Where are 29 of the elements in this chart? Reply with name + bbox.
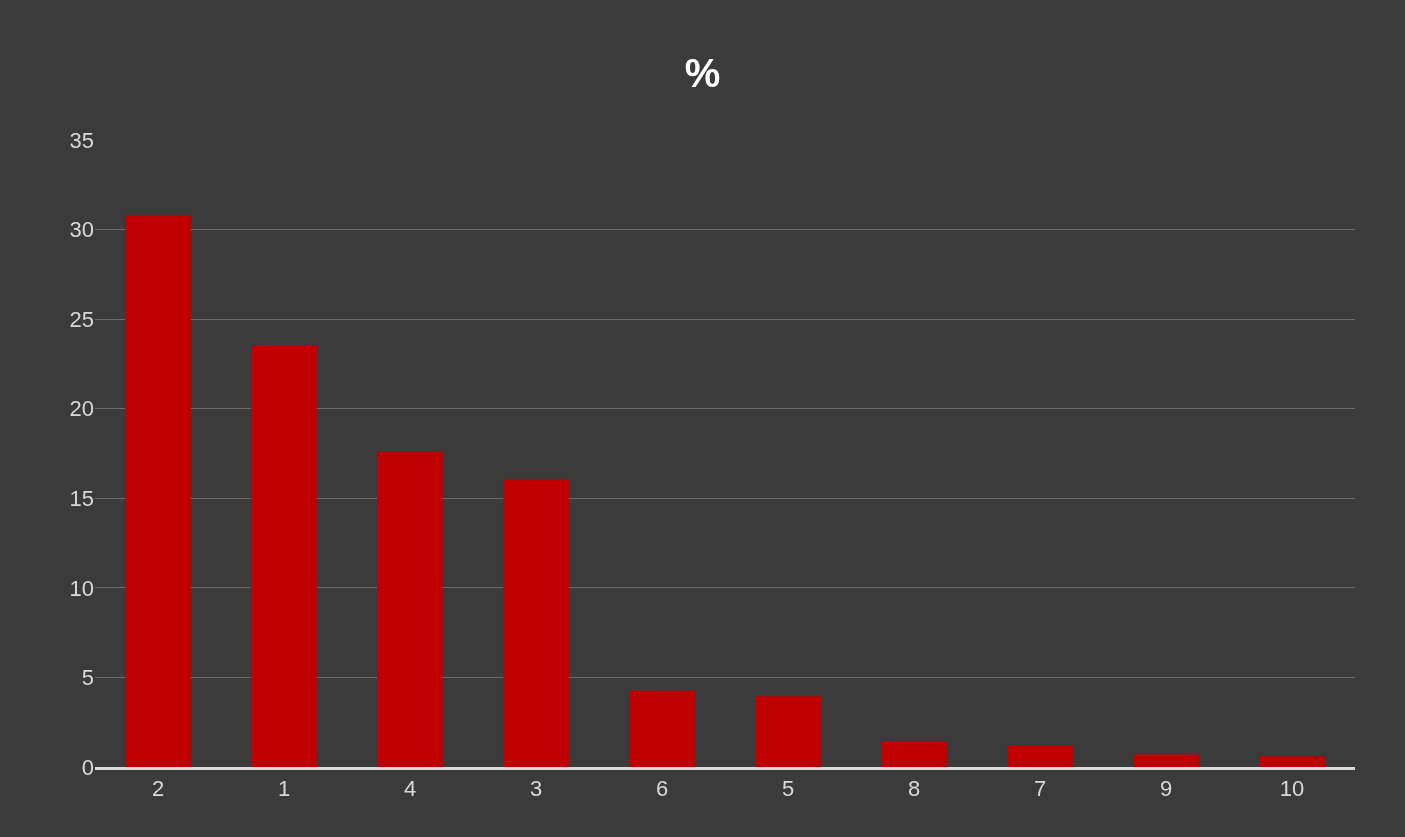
y-tick-label: 5 (81, 665, 94, 691)
y-tick-label: 0 (81, 754, 94, 780)
x-tick-label: 10 (1279, 776, 1305, 802)
x-tick-label: 2 (151, 776, 165, 802)
x-tick-label: 1 (277, 776, 291, 802)
x-tick-label: 7 (1033, 776, 1047, 802)
y-tick-label: 10 (69, 575, 94, 601)
chart-title: % (684, 50, 721, 95)
x-tick-label: 3 (529, 776, 543, 802)
y-tick-label: 35 (69, 127, 94, 153)
bar (125, 215, 191, 767)
bar (503, 479, 569, 767)
y-tick-label: 20 (69, 396, 94, 422)
bar (251, 346, 317, 767)
bar (1133, 754, 1199, 767)
y-tick-label: 25 (69, 306, 94, 332)
bar (1007, 745, 1073, 767)
x-tick-label: 6 (655, 776, 669, 802)
bar (377, 451, 443, 767)
bar (629, 690, 695, 767)
x-tick-label: 8 (907, 776, 921, 802)
x-tick-label: 5 (781, 776, 795, 802)
bar (881, 741, 947, 767)
x-tick-label: 4 (403, 776, 417, 802)
bar (1259, 756, 1325, 767)
y-tick-label: 15 (69, 485, 94, 511)
y-tick-label: 30 (69, 217, 94, 243)
bar (755, 696, 821, 767)
x-tick-label: 9 (1159, 776, 1173, 802)
